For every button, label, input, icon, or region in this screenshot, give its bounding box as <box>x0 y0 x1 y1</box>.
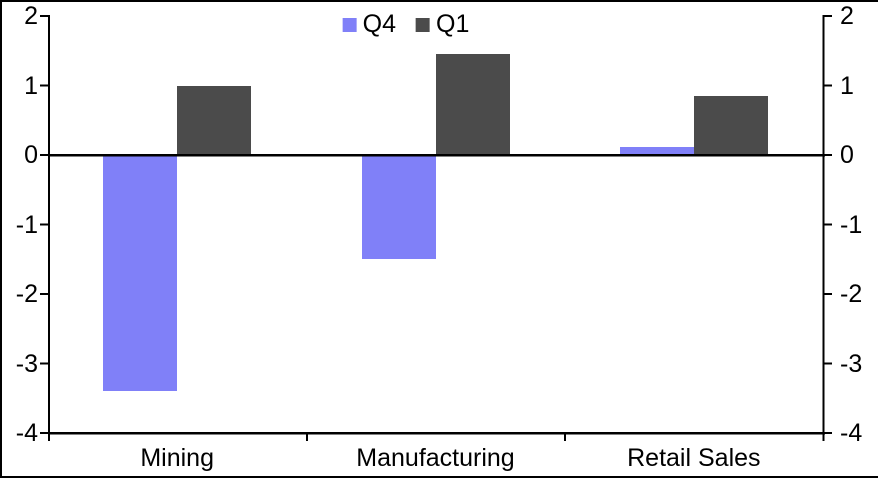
legend-swatch-q1 <box>416 17 430 32</box>
y-tick-label-left: -2 <box>15 280 38 308</box>
y-tick-label-left: 2 <box>24 2 38 30</box>
legend-item-q4: Q4 <box>342 10 396 39</box>
y-tick-label-right: -4 <box>840 419 863 447</box>
y-tick-label-right: 0 <box>840 141 854 169</box>
bar-q4-manufacturing <box>361 155 436 260</box>
x-axis-label-mining: Mining <box>140 444 214 472</box>
y-tick-label-left: 0 <box>24 141 38 169</box>
legend-label: Q4 <box>362 10 396 38</box>
y-tick-label-right: -2 <box>840 280 863 308</box>
bar-q4-retail-sales <box>619 146 694 155</box>
x-axis-label-retail-sales: Retail Sales <box>627 444 761 472</box>
legend-swatch-q4 <box>342 17 357 32</box>
legend-item-q1: Q1 <box>416 10 469 39</box>
y-tick-label-left: -3 <box>15 349 38 378</box>
bar-q1-manufacturing <box>435 54 510 155</box>
bar-q4-mining <box>103 155 178 392</box>
bar-q1-retail-sales <box>693 95 768 155</box>
y-tick-label-right: 2 <box>840 2 854 30</box>
bar-q1-mining <box>177 85 252 155</box>
chart-legend: Q4 Q1 <box>342 10 469 39</box>
y-tick-label-right: -3 <box>840 349 863 378</box>
y-tick-label-right: 1 <box>840 71 854 100</box>
x-axis-label-manufacturing: Manufacturing <box>356 444 515 472</box>
legend-label: Q1 <box>436 10 470 38</box>
y-tick-label-right: -1 <box>840 210 863 239</box>
y-tick-label-left: 1 <box>24 71 38 100</box>
y-tick-label-left: -1 <box>15 210 38 239</box>
y-tick-label-left: -4 <box>15 419 38 447</box>
